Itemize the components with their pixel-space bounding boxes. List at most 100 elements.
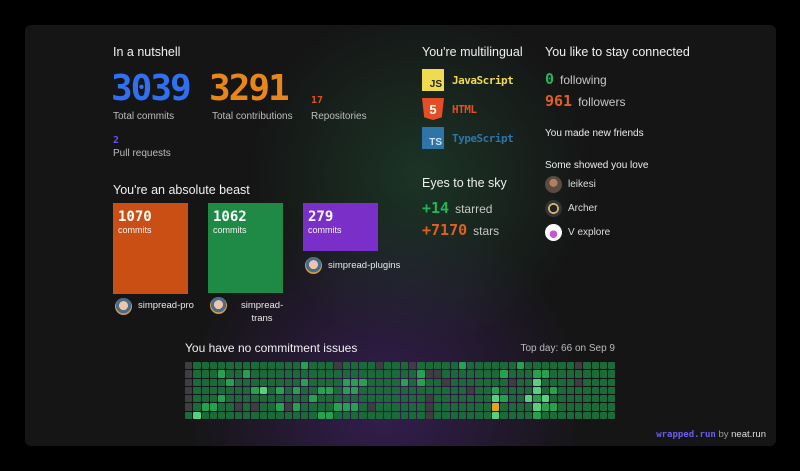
starred-stat: +14 starred <box>422 199 492 217</box>
heatmap-cell <box>558 378 566 386</box>
heatmap-cell <box>599 403 608 411</box>
heatmap-cell <box>558 362 566 370</box>
heatmap-cell <box>185 362 193 370</box>
heatmap-cell <box>516 386 525 395</box>
heatmap-cell <box>359 370 367 378</box>
heatmap-cell <box>599 386 608 395</box>
heatmap-cell <box>591 411 599 420</box>
heatmap-cell <box>359 411 367 420</box>
heatmap-cell <box>342 362 350 370</box>
heatmap-cell <box>558 370 566 378</box>
heatmap-cell <box>458 403 467 411</box>
heatmap-cell <box>193 395 201 403</box>
heatmap-cell <box>574 370 583 378</box>
heatmap-cell <box>450 370 458 378</box>
heatmap-cell <box>301 411 309 420</box>
repositories-value: 17 <box>311 95 324 106</box>
heatmap-cell <box>317 370 326 378</box>
person-leikesi[interactable]: leikesi <box>545 176 596 193</box>
heatmap-cell <box>234 370 243 378</box>
repo-avatar <box>115 298 132 315</box>
heatmap-cell <box>375 386 384 395</box>
heatmap-cell <box>218 386 226 395</box>
heatmap-cell <box>583 395 591 403</box>
heatmap-cell <box>276 362 284 370</box>
heatmap-cell <box>292 362 301 370</box>
repo-name: simpread-pro <box>138 300 194 311</box>
brand-link[interactable]: wrapped.run <box>656 430 716 440</box>
person-v-explore[interactable]: V explore <box>545 224 610 241</box>
heatmap-cell <box>458 386 467 395</box>
heatmap-cell <box>384 411 392 420</box>
heatmap-cell <box>234 386 243 395</box>
heatmap-cell <box>558 403 566 411</box>
heatmap-cell <box>276 370 284 378</box>
heatmap-cell <box>359 395 367 403</box>
heatmap-cell <box>350 395 359 403</box>
heatmap-cell <box>558 386 566 395</box>
heatmap-cell <box>475 378 483 386</box>
heatmap-cell <box>334 386 342 395</box>
heatmap-cell <box>201 370 209 378</box>
heatmap-cell <box>533 386 541 395</box>
maker-link[interactable]: neat.run <box>731 429 766 440</box>
heatmap-cell <box>467 370 475 378</box>
nutshell-title: In a nutshell <box>113 45 181 59</box>
heatmap-cell <box>475 411 483 420</box>
repo-label[interactable]: simpread-plugins <box>305 257 445 274</box>
heatmap-cell <box>392 378 400 386</box>
repo-label[interactable]: simpread-pro <box>115 298 195 315</box>
heatmap-cell <box>583 403 591 411</box>
heatmap-cell <box>309 386 317 395</box>
heatmap-cell <box>259 370 267 378</box>
heatmap-cell <box>491 395 500 403</box>
heatmap-cell <box>226 362 234 370</box>
heatmap-cell <box>483 411 491 420</box>
heatmap-cell <box>475 386 483 395</box>
pull-requests-value: 2 <box>113 135 120 146</box>
avatar <box>545 200 562 217</box>
heatmap-cell <box>400 386 409 395</box>
starred-label: starred <box>455 202 493 216</box>
heatmap-cell <box>442 370 450 378</box>
heatmap-cell <box>193 378 201 386</box>
heatmap-cell <box>409 411 417 420</box>
heatmap-cell <box>525 403 533 411</box>
heatmap-cell <box>259 378 267 386</box>
heatmap-cell <box>243 411 251 420</box>
heatmap-cell <box>243 386 251 395</box>
heatmap-cell <box>591 370 599 378</box>
heatmap-cell <box>533 403 541 411</box>
heatmap-cell <box>599 395 608 403</box>
heatmap-cell <box>209 362 218 370</box>
heatmap-cell <box>533 395 541 403</box>
heatmap-cell <box>218 411 226 420</box>
heatmap-cell <box>317 386 326 395</box>
heatmap-cell <box>226 403 234 411</box>
heatmap-cell <box>483 386 491 395</box>
heatmap-cell <box>483 362 491 370</box>
heatmap-cell <box>259 403 267 411</box>
heatmap-cell <box>475 403 483 411</box>
person-archer[interactable]: Archer <box>545 200 597 217</box>
heatmap-cell <box>375 395 384 403</box>
heatmap-cell <box>525 386 533 395</box>
followers-label: followers <box>578 95 626 109</box>
heatmap-cell <box>367 386 375 395</box>
heatmap-cell <box>259 362 267 370</box>
heatmap-cell <box>375 411 384 420</box>
heatmap-cell <box>334 403 342 411</box>
heatmap-cell <box>450 403 458 411</box>
heatmap-cell <box>334 370 342 378</box>
heatmap-cell <box>309 362 317 370</box>
heatmap-cell <box>516 403 525 411</box>
repo-label[interactable]: simpread-trans <box>210 297 290 325</box>
heatmap-cell <box>450 386 458 395</box>
heatmap-cell <box>541 378 550 386</box>
heatmap-cell <box>409 386 417 395</box>
heatmap-cell <box>500 395 508 403</box>
heatmap-cell <box>458 411 467 420</box>
heatmap-cell <box>467 378 475 386</box>
heatmap-cell <box>400 370 409 378</box>
heatmap-cell <box>243 378 251 386</box>
